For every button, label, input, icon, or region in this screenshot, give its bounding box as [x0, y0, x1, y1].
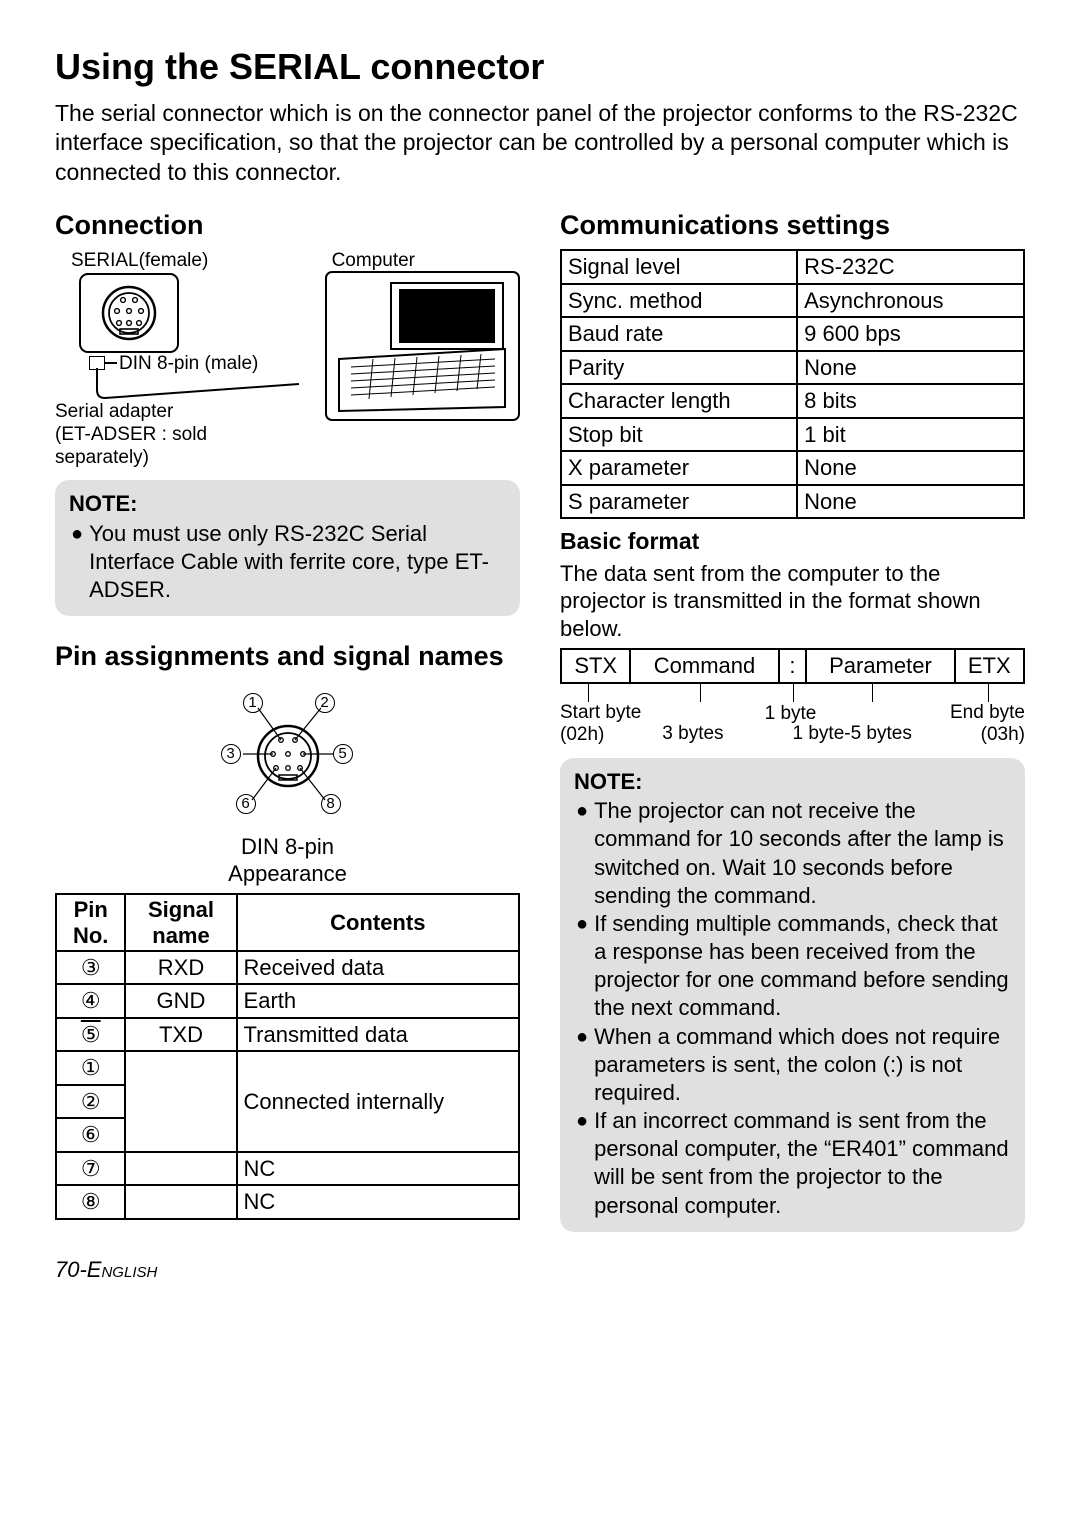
fmt-ann-cmd: 3 bytes [662, 722, 723, 746]
serial-adapter-label: Serial adapter (ET-ADSER : sold separate… [55, 401, 255, 469]
note-bullet-text: If an incorrect command is sent from the… [594, 1107, 1011, 1220]
bullet-icon: ● [574, 1023, 594, 1107]
right-column: Communications settings Signal levelRS-2… [560, 209, 1025, 1231]
pin-heading: Pin assignments and signal names [55, 640, 520, 672]
comm-settings-heading: Communications settings [560, 209, 1025, 243]
page-number: 70- [55, 1257, 87, 1282]
table-row: X parameterNone [561, 451, 1024, 485]
connection-heading: Connection [55, 209, 520, 243]
note-bullet-text: You must use only RS-232C Serial Interfa… [89, 520, 506, 604]
note-bullet-text: When a command which does not require pa… [594, 1023, 1011, 1107]
note-bullet-text: If sending multiple commands, check that… [594, 910, 1011, 1023]
table-row: Sync. methodAsynchronous [561, 284, 1024, 318]
left-column: Connection SERIAL(female) Computer [55, 209, 520, 1231]
pin-num-2: 2 [315, 693, 335, 713]
format-table: STX Command : Parameter ETX [560, 648, 1025, 684]
connection-diagram: SERIAL(female) Computer [55, 249, 520, 464]
note-heading-right: NOTE: [574, 768, 1011, 796]
pin-num-3: 3 [221, 744, 241, 764]
pin-num-6: 6 [236, 794, 256, 814]
pin-num-1: 1 [243, 693, 263, 713]
table-row: ④ GND Earth [56, 984, 519, 1018]
pin-col-contents: Contents [237, 894, 519, 951]
computer-label: Computer [332, 249, 415, 273]
note-bullet: ●When a command which does not require p… [574, 1023, 1011, 1107]
din-appearance-caption: DIN 8-pin Appearance [55, 834, 520, 887]
table-row: Character length8 bits [561, 384, 1024, 418]
pin-col-signal: Signal name [125, 894, 236, 951]
serial-connector-icon [79, 273, 179, 353]
fmt-ann-end: End byte (03h) [950, 702, 1025, 746]
note-bullet: ●If an incorrect command is sent from th… [574, 1107, 1011, 1220]
table-row: Signal levelRS-232C [561, 250, 1024, 284]
din-appearance-diagram: 1 2 3 5 6 8 [203, 678, 373, 828]
note-box-right: NOTE: ●The projector can not receive the… [560, 758, 1025, 1232]
bullet-icon: ● [574, 797, 594, 910]
page-title: Using the SERIAL connector [55, 44, 1025, 89]
fmt-ann-start: Start byte (02h) [560, 702, 641, 746]
table-row: S parameterNone [561, 485, 1024, 519]
table-row: ⑤ TXD Transmitted data [56, 1018, 519, 1052]
table-row: Baud rate9 600 bps [561, 317, 1024, 351]
note-heading: NOTE: [69, 490, 506, 518]
bullet-icon: ● [574, 1107, 594, 1220]
table-row: ① Connected internally [56, 1051, 519, 1085]
fmt-ann-param: 1 byte-5 bytes [793, 722, 912, 746]
basic-format-text: The data sent from the computer to the p… [560, 560, 1025, 643]
basic-format-heading: Basic format [560, 527, 1025, 556]
table-row: ParityNone [561, 351, 1024, 385]
note-box-left: NOTE: ● You must use only RS-232C Serial… [55, 480, 520, 616]
pin-num-8: 8 [321, 794, 341, 814]
table-row: ⑦ NC [56, 1152, 519, 1186]
table-row: ③ RXD Received data [56, 951, 519, 985]
footer-lang: English [87, 1257, 158, 1282]
pin-table: Pin No. Signal name Contents ③ RXD Recei… [55, 893, 520, 1220]
note-bullet: ●If sending multiple commands, check tha… [574, 910, 1011, 1023]
table-row: ⑧ NC [56, 1185, 519, 1219]
table-row: Stop bit1 bit [561, 418, 1024, 452]
bullet-icon: ● [574, 910, 594, 1023]
settings-table: Signal levelRS-232CSync. methodAsynchron… [560, 249, 1025, 519]
footer: 70-English [55, 1256, 1025, 1284]
intro-text: The serial connector which is on the con… [55, 99, 1025, 187]
note-bullet-text: The projector can not receive the comman… [594, 797, 1011, 910]
pin-col-num: Pin No. [56, 894, 125, 951]
bullet-icon: ● [69, 520, 89, 604]
pin-num-5: 5 [333, 744, 353, 764]
note-bullet: ●The projector can not receive the comma… [574, 797, 1011, 910]
serial-female-label: SERIAL(female) [71, 249, 208, 273]
